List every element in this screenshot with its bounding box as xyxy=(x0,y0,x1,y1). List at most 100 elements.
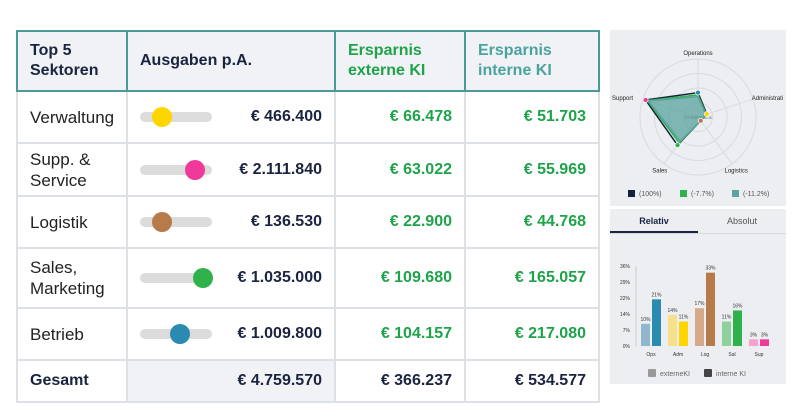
internal-savings: € 51.703 xyxy=(464,90,600,144)
spend-value: € 1.035.000 xyxy=(237,269,322,286)
sector-name: Supp. & Service xyxy=(16,142,128,197)
radar-point xyxy=(642,97,649,103)
spend-value: € 136.530 xyxy=(250,213,322,230)
x-tick-label: Sup xyxy=(755,352,764,358)
internal-savings: € 44.768 xyxy=(464,195,600,249)
x-tick-label: Sal xyxy=(728,352,735,358)
slider-handle[interactable] xyxy=(151,107,172,127)
legend-swatch xyxy=(732,190,739,197)
bar-value-label: 14% xyxy=(667,308,678,314)
radar-chart-panel: Operations Administrati Logistics Sales Supp… xyxy=(610,30,786,206)
tab-relativ[interactable]: Relativ xyxy=(610,209,698,233)
external-savings: € 22.900 xyxy=(334,195,466,249)
external-savings: € 109.680 xyxy=(334,247,466,309)
bar-Adm-1 xyxy=(679,321,688,346)
spend-slider[interactable] xyxy=(140,159,212,180)
legend-swatch xyxy=(648,369,656,377)
radar-point xyxy=(697,117,704,124)
spend-slider[interactable] xyxy=(140,324,212,344)
radar-axis-label: Sales xyxy=(652,169,667,175)
x-tick-label: Log xyxy=(701,352,710,358)
bar-Sup-0 xyxy=(749,339,758,346)
radar-axis xyxy=(697,116,733,165)
legend-label: (-7.7%) xyxy=(691,191,714,198)
external-savings: € 63.022 xyxy=(334,142,466,197)
slider-handle[interactable] xyxy=(169,324,190,344)
bar-value-label: 17% xyxy=(694,301,705,307)
tab-absolut[interactable]: Absolut xyxy=(726,216,758,226)
external-savings: € 104.157 xyxy=(334,307,466,361)
radar-axis-label: Operations xyxy=(683,51,712,57)
total-label: Gesamt xyxy=(16,359,128,403)
bar-Log-0 xyxy=(695,308,704,346)
internal-savings: € 165.057 xyxy=(464,247,600,309)
legend-swatch xyxy=(628,190,635,197)
y-tick-label: 29% xyxy=(620,280,631,286)
bar-value-label: 10% xyxy=(640,317,651,323)
total-internal: € 534.577 xyxy=(464,359,600,403)
legend-label: externeKI xyxy=(660,371,690,378)
slider-handle[interactable] xyxy=(151,212,172,232)
spend-slider[interactable] xyxy=(140,107,212,127)
y-tick-label: 22% xyxy=(620,296,631,302)
spend-cell: € 1.035.000 xyxy=(126,247,336,309)
total-row: Gesamt € 4.759.570 € 366.237 € 534.577 xyxy=(16,359,600,403)
table-row: Supp. & Service € 2.111.840 € 63.022 € 5… xyxy=(16,142,600,197)
table-row: Logistik € 136.530 € 22.900 € 44.768 xyxy=(16,195,600,249)
table-row: Sales, Marketing € 1.035.000 € 109.680 €… xyxy=(16,247,600,309)
slider-handle[interactable] xyxy=(185,159,206,180)
sector-name: Betrieb xyxy=(16,307,128,361)
spend-slider[interactable] xyxy=(140,212,212,232)
internal-savings: € 217.080 xyxy=(464,307,600,361)
bar-Sal-1 xyxy=(733,310,742,346)
external-savings: € 66.478 xyxy=(334,90,466,144)
bar-value-label: 3% xyxy=(761,332,769,338)
spend-cell: € 2.111.840 xyxy=(126,142,336,197)
bar-Sal-0 xyxy=(722,321,731,346)
bar-value-label: 3% xyxy=(750,332,758,338)
internal-savings: € 55.969 xyxy=(464,142,600,197)
bar-Ops-1 xyxy=(652,299,661,346)
sector-name: Verwaltung xyxy=(16,90,128,144)
spend-cell: € 466.400 xyxy=(126,90,336,144)
spend-cell: € 1.009.800 xyxy=(126,307,336,361)
bar-value-label: 21% xyxy=(651,292,662,298)
header-external: Ersparnis externe KI xyxy=(334,30,466,92)
radar-axis-label: Logistics xyxy=(725,169,748,175)
bar-value-label: 11% xyxy=(722,315,732,321)
radar-point xyxy=(674,142,681,149)
spend-slider[interactable] xyxy=(140,268,213,288)
slider-handle[interactable] xyxy=(192,268,213,288)
radar-point xyxy=(695,89,701,96)
spend-value: € 1.009.800 xyxy=(237,325,322,342)
savings-table: Top 5 Sektoren Ausgaben p.A. Ersparnis e… xyxy=(16,30,600,403)
radar-axis-label: Administrati xyxy=(752,96,783,102)
bar-Adm-0 xyxy=(668,314,677,346)
radar-series-2 xyxy=(646,95,707,143)
bar-Ops-0 xyxy=(641,323,650,346)
sector-name: Logistik xyxy=(16,195,128,249)
y-tick-label: 7% xyxy=(623,328,631,334)
spend-cell: € 136.530 xyxy=(126,195,336,249)
sector-name: Sales, Marketing xyxy=(16,247,128,309)
y-tick-label: 36% xyxy=(620,264,631,270)
x-tick-label: Adm xyxy=(673,352,683,358)
radar-axis-label: Support xyxy=(612,96,633,102)
total-spend: € 4.759.570 xyxy=(126,359,336,403)
bar-value-label: 16% xyxy=(732,303,743,309)
y-tick-label: 0% xyxy=(623,344,631,350)
y-tick-label: 14% xyxy=(620,312,631,318)
bar-Sup-1 xyxy=(760,339,769,346)
radar-point xyxy=(703,111,710,117)
bar-Log-1 xyxy=(706,272,715,346)
table-row: Verwaltung € 466.400 € 66.478 € 51.703 xyxy=(16,90,600,144)
legend-label: (100%) xyxy=(639,191,662,198)
bar-value-label: 33% xyxy=(705,266,716,272)
header-spend: Ausgaben p.A. xyxy=(126,30,336,92)
table-row: Betrieb € 1.009.800 € 104.157 € 217.080 xyxy=(16,307,600,361)
bar-chart-panel: Relativ Absolut 0% 7% 14% 22% 29% 36% 10% 21% Op… xyxy=(610,209,786,384)
total-external: € 366.237 xyxy=(334,359,466,403)
bar-value-label: 11% xyxy=(679,315,689,321)
legend-label: (-11.2%) xyxy=(743,191,769,198)
legend-swatch xyxy=(704,369,712,377)
